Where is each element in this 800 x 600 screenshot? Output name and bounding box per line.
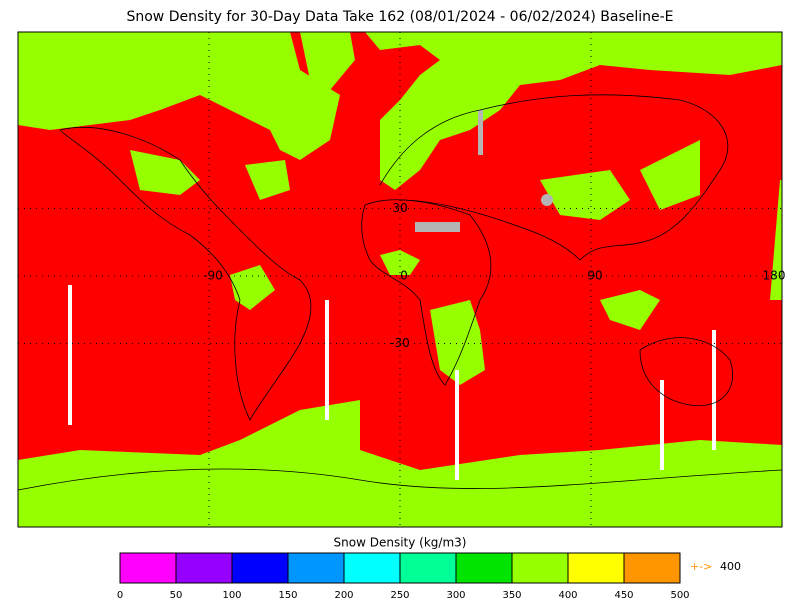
map: 30 -30 -90 0 90 180 (17, 31, 785, 528)
colorbar-tick-label: 50 (170, 590, 183, 600)
map-frame (17, 31, 783, 528)
latitude-label: 30 (392, 201, 407, 215)
colorbar-tick-label: 450 (614, 590, 633, 600)
colorbar-tick-label: 300 (446, 590, 465, 600)
colorbar-tick-label: 250 (390, 590, 409, 600)
colorbar-tick-label: 100 (222, 590, 241, 600)
colorbar-tick-label: 150 (278, 590, 297, 600)
map-title: Snow Density for 30-Day Data Take 162 (0… (126, 9, 673, 25)
overflow-value: 400 (720, 560, 741, 573)
longitude-label: -90 (203, 269, 223, 283)
colorbar-tick-label: 350 (502, 590, 521, 600)
colorbar-swatch (232, 553, 288, 583)
colorbar-tick-label: 500 (670, 590, 689, 600)
longitude-label: 180 (763, 269, 786, 283)
latitude-label: -30 (390, 336, 410, 350)
colorbar-swatch (176, 553, 232, 583)
coastlines (17, 94, 783, 491)
colorbar: 0 50 100 150 200 250 300 350 400 450 500 +-> 400 (117, 552, 741, 600)
colorbar-swatch (568, 553, 624, 583)
colorbar-swatch (512, 553, 568, 583)
longitude-label: 90 (587, 269, 602, 283)
missing-data (68, 110, 716, 480)
colorbar-swatch (120, 553, 176, 583)
colorbar-swatch (400, 553, 456, 583)
colorbar-swatch (456, 553, 512, 583)
colorbar-swatch (344, 553, 400, 583)
longitude-label: 0 (400, 269, 408, 283)
colorbar-tick-label: 400 (558, 590, 577, 600)
colorbar-swatch (624, 553, 680, 583)
green-regions (18, 32, 782, 527)
colorbar-tick-label: 200 (334, 590, 353, 600)
colorbar-title: Snow Density (kg/m3) (334, 536, 467, 550)
graticule: 30 -30 -90 0 90 180 (18, 32, 785, 527)
colorbar-swatch (288, 553, 344, 583)
overflow-arrow: +-> (690, 560, 712, 573)
colorbar-tick-label: 0 (117, 590, 123, 600)
